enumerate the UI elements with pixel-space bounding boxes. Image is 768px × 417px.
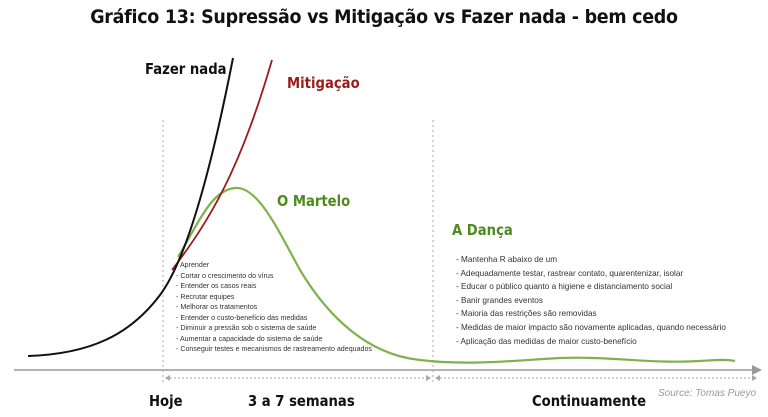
fazer-nada-label: Fazer nada	[145, 60, 227, 78]
time-axis-arrow	[752, 365, 762, 375]
list-item: - Melhorar os tratamentos	[176, 303, 258, 311]
list-item: - Diminuir a pressão sob o sistema de sa…	[176, 324, 317, 332]
duration-arrow-semanas	[165, 375, 431, 381]
list-item: - Banir grandes eventos	[456, 295, 543, 305]
list-item: - Entender os casos reais	[176, 282, 257, 290]
list-item: - Maioria das restrições são removidas	[456, 309, 597, 319]
dance-list: - Mantenha R abaixo de um - Adequadament…	[456, 253, 726, 348]
mitigacao-curve	[171, 59, 273, 271]
list-item: - Educar o público quanto a higiene e di…	[456, 282, 673, 292]
hammer-list: - Aprender - Cortar o crescimento do vír…	[176, 260, 372, 355]
list-item: - Aprender	[176, 261, 210, 269]
list-item: - Cortar o crescimento do vírus	[176, 271, 274, 280]
list-item: - Recrutar equipes	[176, 292, 235, 301]
list-item: - Entender o custo-benefício das medidas	[176, 313, 308, 322]
timeline-label-hoje: Hoje	[149, 392, 183, 410]
list-item: - Aplicação das medidas de maior custo-b…	[456, 336, 637, 346]
mitigacao-label: Mitigação	[287, 74, 360, 92]
list-item: - Conseguir testes e mecanismos de rastr…	[176, 345, 372, 353]
source-credit: Source: Tomas Pueyo	[658, 388, 757, 399]
timeline-label-continuamente: Continuamente	[532, 392, 647, 410]
martelo-curve	[177, 186, 736, 364]
list-item: - Medidas de maior impacto são novamente…	[456, 322, 726, 332]
fazer-nada-curve	[27, 57, 234, 357]
danca-label: A Dança	[452, 221, 513, 239]
martelo-label: O Martelo	[277, 192, 351, 210]
list-item: - Adequadamente testar, rastrear contato…	[456, 268, 684, 278]
chart-title: Gráfico 13: Supressão vs Mitigação vs Fa…	[90, 6, 678, 28]
duration-arrow-continuamente	[435, 375, 757, 381]
list-item: - Aumentar a capacidade do sistema de sa…	[176, 334, 323, 343]
list-item: - Mantenha R abaixo de um	[456, 255, 558, 264]
timeline-label-semanas: 3 a 7 semanas	[248, 392, 355, 410]
